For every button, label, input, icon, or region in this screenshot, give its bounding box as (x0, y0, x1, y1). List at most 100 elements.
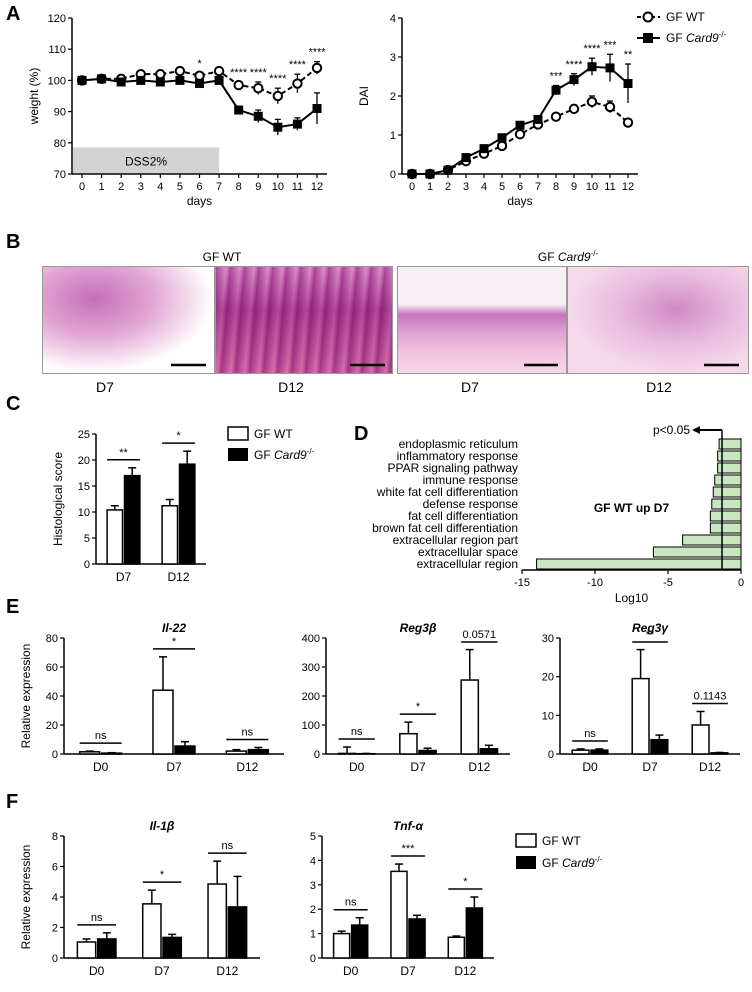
D-go-bar-8 (682, 534, 742, 546)
A-weight-sig-5: **** (308, 47, 326, 59)
E-reg3b-sig-1: * (416, 701, 421, 713)
A-dai-series-0-point-11 (604, 101, 616, 113)
A-weight-xtick-label-9: 9 (255, 181, 261, 193)
A-weight-xtick-label-8: 8 (236, 181, 242, 193)
A-weight-series-1-point-9 (253, 111, 263, 121)
E-il22-bar-1-2 (247, 748, 270, 755)
F-il1b-ytick-label-2: 4 (52, 892, 58, 904)
E-il22-bar-0-1 (152, 689, 174, 755)
chart-E-reg3g: 0 10 20 30 Reg3γ D0 ns D7 ** D12 0.1143 (542, 621, 740, 774)
C-histology-bar-1-1 (178, 463, 196, 565)
A-dai-xtick-label-12: 12 (622, 181, 634, 193)
C-histology-ylabel: Histological score (51, 452, 65, 546)
E-reg3b-ytick-label-2: 200 (302, 691, 320, 703)
A-dai-xtick-label-5: 5 (499, 181, 505, 193)
A-dai-xtick-label-2: 2 (445, 181, 451, 193)
A-dai-series-0-point-6 (514, 129, 526, 140)
C-histology-category-1: D12 (167, 570, 189, 584)
A-weight-xtick-label-7: 7 (216, 181, 222, 193)
D-go-bar-1 (717, 450, 742, 462)
A-weight-series-1-point-12 (312, 103, 322, 113)
A-dai-xlabel: days (507, 194, 532, 208)
E-reg3b-ytick-label-3: 300 (302, 662, 320, 674)
F-tnfa-ytick-label-0: 0 (310, 953, 316, 965)
A-weight-xtick-label-11: 11 (292, 181, 303, 193)
F-il1b-bar-1-2 (227, 906, 248, 959)
A-weight-series-0-point-6 (194, 70, 205, 81)
E-il22-ytick-label-2: 40 (46, 691, 58, 703)
A-dai-series-1-point-11 (605, 63, 615, 73)
A-dai-series-1-point-1 (425, 169, 435, 179)
F-tnfa-sig-2: * (463, 876, 468, 888)
E-il22-bar-1-1 (174, 745, 196, 755)
A-weight-series-1-point-1 (97, 74, 107, 84)
E-reg3g-sig-2: 0.1143 (694, 690, 727, 702)
C-histology-bar-1-0 (123, 474, 141, 565)
F-il1b-ytick-label-4: 8 (52, 831, 58, 843)
D-go-bar-3 (714, 474, 742, 486)
legend-a-wt-marker (642, 11, 654, 23)
E-il22-title: Il-22 (162, 621, 186, 635)
A-dai-ylabel: DAI (357, 86, 371, 106)
E-il22-sig-0: ns (95, 730, 107, 742)
A-weight-series-1-point-4 (155, 77, 165, 87)
D-go-xtick-label-0: -15 (514, 577, 530, 589)
E-reg3b-ytick-label-0: 0 (314, 749, 320, 761)
chart-C-histology: 0 5 10 15 20 25 Histological score D7 ** D12 * (51, 429, 206, 584)
F-tnfa-bar-0-0 (332, 932, 351, 959)
E-il22-category-0: D0 (93, 760, 109, 774)
C-histology-sig-1: * (176, 430, 181, 442)
A-weight-xtick-label-2: 2 (118, 181, 124, 193)
histology-day-2: D12 (278, 379, 304, 395)
panel-label-f: F (6, 791, 18, 813)
chart-E-il22: 0 20 40 60 80 Relative expression Il-22 D0 ns D7 *… (19, 621, 284, 774)
D-go-bar-7 (709, 522, 742, 534)
C-histology-bar-0-0 (106, 509, 124, 565)
A-weight-dss-box (73, 147, 220, 173)
A-weight-series-0-point-12 (311, 62, 323, 74)
A-dai-ytick-label-2: 2 (390, 91, 396, 103)
A-weight-ytick-label-2: 90 (54, 107, 66, 119)
F-il1b-category-2: D12 (216, 964, 238, 978)
A-weight-series-0-point-9 (253, 83, 264, 94)
F-tnfa-ytick-label-2: 2 (310, 904, 316, 916)
E-reg3b-bar-1-2 (479, 748, 499, 755)
chart-F-il1b: 0 2 4 6 8 Relative expression Il-1β D0 ns D7 * D12 n… (19, 819, 260, 978)
C-histology-ytick-label-0: 0 (84, 559, 90, 571)
E-il22-sig-1: * (172, 636, 177, 648)
panel-label-b: B (6, 231, 20, 253)
F-tnfa-bar-0-1 (390, 870, 408, 959)
A-dai-ytick-label-0: 0 (390, 169, 396, 181)
F-il1b-sig-2: ns (222, 840, 234, 852)
F-il1b-bar-0-2 (207, 883, 228, 959)
A-dai-series-0-point-10 (586, 96, 598, 108)
chart-F-tnfa: 0 1 2 3 4 5 Tnf-α D0 ns D7 *** D12 * (310, 819, 494, 978)
C-histology-ytick-label-3: 15 (78, 481, 90, 493)
A-dai-series-1-point-12 (623, 79, 633, 89)
A-dai-series-1-point-0 (407, 169, 417, 179)
histology-day-3: D7 (461, 379, 479, 395)
A-dai-series-0-point-12 (622, 117, 634, 128)
E-il22-ytick-label-0: 0 (52, 749, 58, 761)
E-reg3g-ytick-label-1: 10 (542, 710, 554, 722)
F-tnfa-bar-1-1 (408, 918, 426, 959)
E-reg3b-title: Reg3β (400, 621, 437, 635)
F-il1b-category-1: D7 (154, 964, 170, 978)
legend-a: GF WT GF Card9-/- (637, 10, 727, 45)
A-dai-sig-2: **** (583, 43, 601, 55)
histology-group-ko: GF Card9-/- (538, 249, 599, 264)
E-reg3g-bar-1-0 (590, 749, 609, 755)
A-weight-series-1-point-7 (214, 75, 224, 85)
A-dai-xtick-label-11: 11 (604, 181, 615, 193)
A-dai-series-0-point-8 (550, 111, 562, 122)
A-dai-xtick-label-7: 7 (535, 181, 541, 193)
C-histology-category-0: D7 (116, 570, 132, 584)
A-weight-ylabel: weight (%) (27, 68, 41, 126)
A-dai-xtick-label-10: 10 (586, 181, 598, 193)
E-reg3b-sig-2: 0.0571 (463, 629, 497, 641)
E-reg3b-bar-0-0 (337, 752, 357, 755)
E-reg3g-category-1: D7 (642, 760, 658, 774)
A-dai-series-1-point-9 (569, 75, 579, 85)
A-weight-series-1-point-6 (195, 79, 204, 89)
F-tnfa-bar-0-2 (447, 936, 466, 959)
